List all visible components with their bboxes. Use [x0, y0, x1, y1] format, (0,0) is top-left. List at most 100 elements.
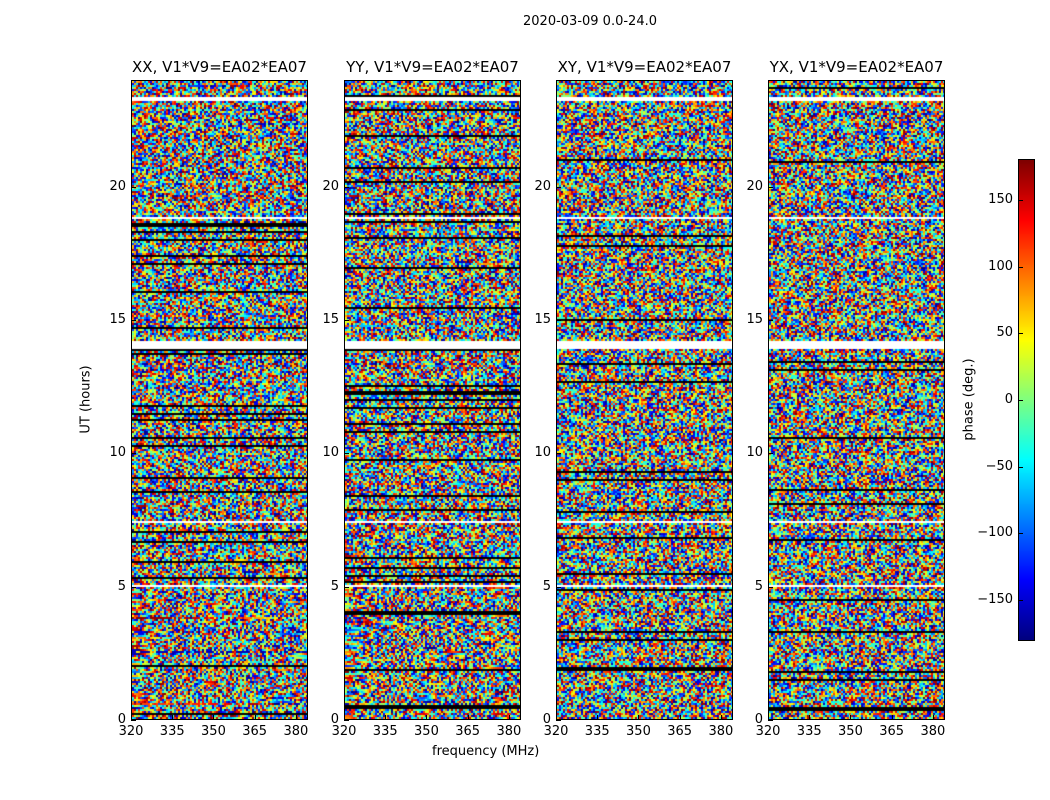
x-tick-label: 365 — [667, 724, 693, 739]
x-axis-label: frequency (MHz) — [432, 744, 540, 759]
x-tick-label: 335 — [372, 724, 398, 739]
phase-heatmap — [769, 81, 944, 719]
y-tick-mark — [131, 186, 136, 188]
y-tick-label: 0 — [542, 712, 551, 727]
colorbar-tick-mark — [1019, 400, 1023, 401]
colorbar-tick-label: −150 — [977, 592, 1013, 607]
phase-heatmap — [345, 81, 520, 719]
colorbar-tick-label: 150 — [988, 192, 1013, 207]
colorbar-tick-label: 50 — [996, 325, 1013, 341]
x-tick-label: 350 — [626, 724, 651, 739]
x-tick-mark — [295, 715, 297, 720]
y-tick-mark — [768, 320, 773, 321]
y-tick-label: 20 — [322, 178, 339, 194]
x-tick-label: 365 — [455, 724, 481, 739]
y-tick-mark — [556, 720, 561, 721]
y-tick-mark — [131, 586, 136, 588]
colorbar-tick-label: 100 — [988, 258, 1013, 274]
x-tick-label: 365 — [242, 724, 268, 739]
phase-panel-0 — [131, 80, 308, 720]
y-tick-mark — [556, 320, 561, 321]
x-tick-label: 380 — [708, 724, 734, 739]
colorbar-tick-label: −50 — [985, 458, 1013, 474]
y-tick-mark — [768, 586, 773, 588]
x-tick-mark — [932, 715, 934, 720]
y-tick-label: 5 — [542, 578, 551, 594]
x-tick-label: 380 — [920, 724, 946, 739]
colorbar-tick-mark — [1019, 600, 1023, 601]
y-tick-label: 10 — [534, 445, 551, 461]
colorbar-tick-label: −100 — [977, 525, 1013, 541]
y-tick-label: 0 — [117, 712, 126, 727]
y-tick-label: 5 — [330, 578, 339, 594]
x-tick-label: 350 — [414, 724, 439, 739]
y-axis-label: UT (hours) — [78, 365, 94, 434]
y-tick-label: 20 — [534, 178, 551, 194]
y-tick-label: 15 — [534, 312, 551, 327]
colorbar-tick-mark — [1019, 533, 1023, 535]
x-tick-mark — [344, 715, 345, 720]
x-tick-label: 335 — [159, 724, 185, 739]
colorbar-tick-mark — [1019, 466, 1023, 468]
x-tick-mark — [385, 715, 387, 720]
x-tick-label: 335 — [584, 724, 610, 739]
x-tick-mark — [172, 715, 174, 720]
y-tick-label: 15 — [746, 312, 763, 327]
x-tick-mark — [720, 715, 722, 720]
x-tick-mark — [850, 715, 852, 720]
x-tick-label: 320 — [118, 724, 144, 739]
x-tick-mark — [508, 715, 510, 720]
panel-title: YY, V1*V9=EA02*EA07 — [346, 58, 519, 76]
y-tick-mark — [344, 453, 349, 455]
y-tick-label: 5 — [754, 578, 763, 594]
phase-panel-2 — [556, 80, 733, 720]
y-tick-label: 0 — [330, 712, 339, 727]
x-tick-mark — [467, 715, 469, 720]
y-tick-mark — [556, 453, 561, 455]
x-tick-mark — [254, 715, 256, 720]
colorbar-tick-label: 0 — [1004, 392, 1013, 407]
x-tick-label: 320 — [543, 724, 569, 739]
y-tick-label: 0 — [754, 712, 763, 727]
x-tick-mark — [213, 715, 215, 720]
x-tick-mark — [891, 715, 893, 720]
panel-title: XY, V1*V9=EA02*EA07 — [557, 58, 732, 76]
x-tick-label: 320 — [755, 724, 781, 739]
x-tick-mark — [768, 715, 769, 720]
x-tick-label: 350 — [838, 724, 863, 739]
y-tick-label: 10 — [322, 445, 339, 461]
colorbar-gradient — [1019, 160, 1034, 640]
y-tick-mark — [768, 720, 773, 721]
x-tick-mark — [809, 715, 811, 720]
y-tick-mark — [768, 186, 773, 188]
y-tick-mark — [344, 186, 349, 188]
panel-title: YX, V1*V9=EA02*EA07 — [769, 58, 944, 76]
colorbar — [1018, 159, 1035, 641]
y-tick-label: 10 — [746, 445, 763, 461]
y-tick-label: 15 — [322, 312, 339, 327]
y-tick-mark — [344, 320, 349, 321]
y-tick-mark — [768, 453, 773, 455]
colorbar-tick-mark — [1019, 333, 1023, 335]
colorbar-tick-mark — [1019, 266, 1023, 268]
y-tick-label: 10 — [109, 445, 126, 461]
phase-heatmap — [132, 81, 307, 719]
phase-heatmap — [557, 81, 732, 719]
phase-panel-1 — [344, 80, 521, 720]
x-tick-mark — [556, 715, 557, 720]
phase-panel-3 — [768, 80, 945, 720]
y-tick-mark — [131, 720, 136, 721]
x-tick-label: 365 — [879, 724, 905, 739]
figure-title: 2020-03-09 0.0-24.0 — [523, 14, 657, 29]
y-tick-mark — [556, 586, 561, 588]
y-tick-mark — [344, 586, 349, 588]
y-tick-label: 20 — [109, 178, 126, 194]
x-tick-label: 350 — [201, 724, 226, 739]
x-tick-mark — [131, 715, 132, 720]
x-tick-label: 335 — [796, 724, 822, 739]
y-tick-mark — [131, 453, 136, 455]
x-tick-mark — [426, 715, 428, 720]
x-tick-mark — [638, 715, 640, 720]
panel-title: XX, V1*V9=EA02*EA07 — [132, 58, 307, 76]
